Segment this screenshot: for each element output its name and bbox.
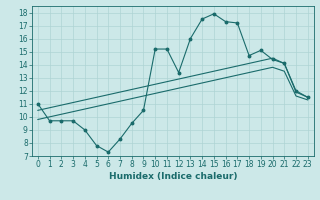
X-axis label: Humidex (Indice chaleur): Humidex (Indice chaleur) bbox=[108, 172, 237, 181]
